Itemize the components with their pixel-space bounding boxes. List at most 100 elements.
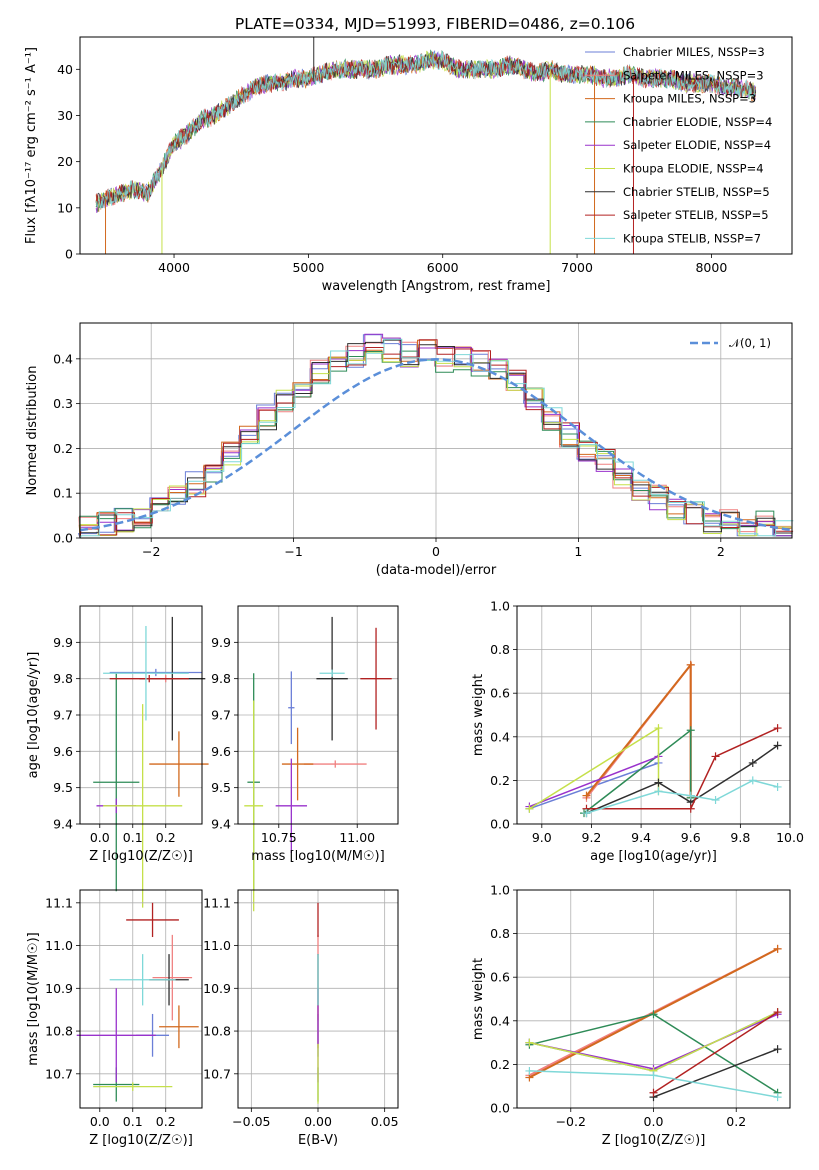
x-tick-label: 2 (717, 544, 725, 559)
y-tick-label: 0.8 (490, 926, 510, 941)
y-tick-label: 10.7 (45, 1066, 73, 1081)
x-tick-label: 0 (432, 544, 440, 559)
axes-frame (79, 36, 793, 255)
x-tick-label: 9.8 (730, 830, 750, 845)
x-tick-label: 0.0 (90, 1114, 110, 1129)
mass-weight-line (653, 1048, 778, 1098)
mass-weight-marker (525, 804, 534, 813)
y-tick-label: 0.0 (53, 531, 73, 546)
y-tick-label: 9.4 (53, 817, 73, 832)
x-axis-label: Z [log10(Z/Z☉)] (602, 1133, 706, 1148)
x-tick-label: 11.00 (339, 830, 375, 845)
y-axis-label: mass [log10(M/M☉)] (26, 932, 41, 1065)
mass-weight-marker (582, 791, 591, 800)
x-tick-label: 9.6 (681, 830, 701, 845)
mass-weight-marker (686, 660, 695, 669)
axes-frame (79, 889, 203, 1109)
panel-3 (76, 606, 209, 908)
legend-entry: Kroupa ELODIE, NSSP=4 (623, 162, 764, 176)
y-tick-label: 0.1 (53, 486, 73, 501)
y-tick-label: 11.0 (45, 938, 73, 953)
x-tick-label: 10.0 (776, 830, 804, 845)
x-tick-label: 0.0 (90, 830, 110, 845)
x-tick-label: 1 (574, 544, 582, 559)
mass-weight-marker (649, 1010, 658, 1019)
y-tick-label: 9.8 (53, 671, 73, 686)
y-tick-label: 0.3 (53, 396, 73, 411)
x-tick-label: −1 (284, 544, 302, 559)
axes-frame (237, 889, 399, 1109)
x-tick-label: 0.2 (726, 1114, 746, 1129)
panel-7 (234, 890, 398, 1112)
y-tick-label: 9.9 (53, 635, 73, 650)
y-axis-label: age [log10(age/yr)] (26, 652, 41, 779)
mass-weight-marker (525, 1066, 534, 1075)
y-tick-label: 1.0 (490, 599, 510, 614)
y-tick-label: 9.5 (211, 780, 231, 795)
y-tick-label: 9.9 (211, 635, 231, 650)
panel-4 (234, 606, 398, 912)
mass-weight-marker (711, 752, 720, 761)
mass-weight-marker (711, 796, 720, 805)
y-tick-label: 0.4 (490, 729, 510, 744)
y-tick-label: 10.8 (45, 1024, 73, 1039)
y-tick-label: 11.1 (203, 895, 231, 910)
y-tick-label: 0.0 (490, 817, 510, 832)
y-tick-label: 0.8 (490, 642, 510, 657)
mass-weight-marker (686, 791, 695, 800)
y-tick-label: 10 (57, 200, 73, 215)
x-tick-label: 9.0 (532, 830, 552, 845)
y-tick-label: 9.6 (211, 744, 231, 759)
x-tick-label: 0.1 (123, 830, 143, 845)
x-tick-label: 0.1 (123, 1114, 143, 1129)
mass-weight-marker (654, 778, 663, 787)
legend-entry: Kroupa MILES, NSSP=3 (623, 92, 756, 106)
x-tick-label: 10.75 (261, 830, 297, 845)
y-axis-label: mass weight (471, 958, 486, 1040)
mass-weight-marker (649, 1071, 658, 1080)
mass-weight-marker (654, 787, 663, 796)
y-tick-label: 0.2 (490, 1057, 510, 1072)
x-tick-label: 0.2 (156, 830, 176, 845)
y-tick-label: 10.8 (203, 1024, 231, 1039)
mass-weight-marker (748, 776, 757, 785)
y-tick-label: 0.4 (490, 1013, 510, 1028)
mass-weight-marker (525, 1038, 534, 1047)
panel-6 (76, 890, 202, 1112)
y-tick-label: 40 (57, 62, 73, 77)
x-tick-label: 6000 (427, 260, 459, 275)
mass-weight-marker (748, 758, 757, 767)
mass-weight-marker (773, 1045, 782, 1054)
y-tick-label: 0.6 (490, 686, 510, 701)
y-tick-label: 0.4 (53, 351, 73, 366)
legend-entry: Chabrier MILES, NSSP=3 (623, 45, 765, 59)
x-axis-label: Z [log10(Z/Z☉)] (89, 849, 193, 864)
mass-weight-marker (773, 1093, 782, 1102)
y-tick-label: 11.1 (45, 895, 73, 910)
x-tick-label: −2 (142, 544, 160, 559)
x-tick-label: 7000 (561, 260, 593, 275)
mass-weight-marker (582, 809, 591, 818)
axes-frame (79, 322, 793, 539)
x-tick-label: 0.00 (304, 1114, 332, 1129)
y-tick-label: 0 (65, 247, 73, 262)
x-tick-label: 9.2 (582, 830, 602, 845)
panel-2 (76, 323, 794, 542)
legend-entry: Salpeter MILES, NSSP=3 (623, 68, 764, 82)
y-tick-label: 1.0 (490, 883, 510, 898)
mass-weight-marker (686, 804, 695, 813)
x-tick-label: −0.05 (232, 1114, 270, 1129)
x-tick-label: 4000 (158, 260, 190, 275)
legend-entry: 𝒩(0, 1) (729, 336, 771, 350)
mass-weight-line (586, 779, 778, 814)
mass-weight-marker (773, 1008, 782, 1017)
y-axis-label: Flux [fλ10⁻¹⁷ erg cm⁻² s⁻¹ A⁻¹] (24, 47, 39, 244)
x-axis-label: mass [log10(M/M☉)] (251, 849, 384, 864)
gaussian-curve (79, 358, 793, 532)
mass-weight-line (529, 755, 659, 808)
y-tick-label: 10.9 (45, 981, 73, 996)
mass-weight-marker (773, 782, 782, 791)
mass-weight-marker (654, 724, 663, 733)
y-tick-label: 0.2 (53, 441, 73, 456)
